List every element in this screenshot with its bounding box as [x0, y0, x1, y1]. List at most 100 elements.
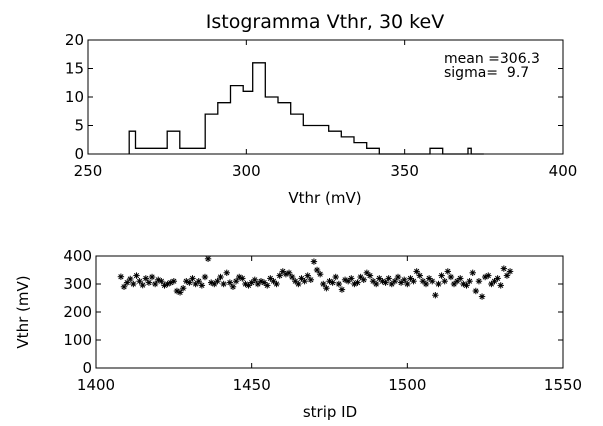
- scatter-point: [207, 279, 215, 286]
- scatter-point: [354, 279, 361, 286]
- scatter-point: [229, 283, 237, 290]
- scatter-y-tick-label: 0: [82, 359, 92, 377]
- scatter-point: [394, 273, 402, 281]
- scatter-point: [469, 269, 476, 276]
- scatter-point: [338, 286, 346, 293]
- scatter-point: [279, 268, 286, 275]
- scatter-point: [320, 280, 327, 288]
- scatter-point: [435, 280, 442, 288]
- scatter-point: [301, 278, 308, 285]
- scatter-point: [485, 272, 492, 279]
- scatter-point: [226, 279, 234, 286]
- scatter-point: [220, 280, 227, 288]
- scatter-y-tick-label: 300: [63, 275, 92, 293]
- scatter-point: [176, 289, 184, 296]
- scatter-point: [463, 282, 470, 289]
- scatter-point: [494, 275, 501, 282]
- scatter-point: [457, 275, 464, 282]
- histogram-sigma-annotation: sigma= 9.7: [444, 65, 529, 81]
- scatter-x-tick-label: 1400: [77, 376, 115, 394]
- histogram-x-tick-label: 250: [74, 162, 103, 180]
- scatter-point: [401, 276, 408, 283]
- scatter-point: [429, 278, 436, 285]
- scatter-point: [391, 278, 399, 285]
- scatter-point: [204, 255, 212, 262]
- scatter-point: [264, 282, 271, 289]
- scatter-point: [323, 285, 330, 292]
- scatter-point: [410, 278, 417, 285]
- scatter-point: [478, 293, 486, 300]
- scatter-point: [310, 258, 318, 265]
- scatter-plot-frame: [95, 255, 564, 369]
- scatter-point: [503, 272, 511, 279]
- scatter-series: [117, 255, 514, 300]
- scatter-point: [130, 280, 137, 288]
- histogram-x-axis-label: Vthr (mV): [288, 189, 361, 207]
- scatter-point: [313, 266, 321, 274]
- scatter-point: [316, 271, 324, 278]
- scatter-point: [117, 273, 125, 280]
- scatter-point: [151, 280, 159, 288]
- scatter-point: [329, 279, 336, 286]
- scatter-point: [472, 287, 480, 295]
- scatter-x-axis-label: strip ID: [303, 403, 357, 421]
- scatter-point: [366, 272, 374, 279]
- scatter-point: [285, 269, 293, 276]
- scatter-point: [232, 278, 240, 285]
- scatter-point: [251, 276, 258, 283]
- scatter-point: [145, 279, 153, 286]
- histogram-y-tick-label: 20: [65, 31, 84, 49]
- scatter-point: [288, 273, 296, 281]
- scatter-point: [447, 273, 455, 281]
- scatter-point: [273, 280, 280, 288]
- scatter-point: [223, 269, 230, 276]
- scatter-point: [186, 279, 193, 286]
- scatter-y-axis-label: Vthr (mV): [14, 275, 32, 348]
- scatter-y-tick-label: 400: [63, 247, 92, 265]
- scatter-point: [304, 272, 311, 279]
- scatter-point: [385, 275, 392, 282]
- scatter-point: [127, 275, 134, 283]
- scatter-x-tick-label: 1550: [544, 376, 582, 394]
- scatter-point: [214, 278, 221, 285]
- scatter-point: [500, 265, 508, 272]
- scatter-x-tick-label: 1500: [388, 376, 426, 394]
- scatter-point: [441, 278, 448, 285]
- scatter-point: [217, 273, 224, 281]
- scatter-point: [413, 268, 420, 275]
- scatter-point: [425, 275, 433, 282]
- histogram-x-tick-label: 300: [232, 162, 261, 180]
- scatter-point: [295, 280, 302, 288]
- scatter-point: [239, 275, 246, 282]
- scatter-point: [475, 278, 483, 285]
- scatter-point: [357, 273, 364, 281]
- scatter-point: [198, 282, 206, 289]
- scatter-point: [497, 282, 504, 289]
- scatter-x-ticks: 1400 1450 1500 1550: [77, 256, 582, 394]
- scatter-point: [404, 280, 411, 288]
- scatter-point: [307, 276, 315, 283]
- scatter-point: [432, 292, 439, 299]
- scatter-point: [444, 268, 452, 275]
- histogram-y-tick-label: 0: [74, 145, 84, 163]
- scatter-point: [438, 272, 445, 279]
- scatter-y-tick-label: 100: [63, 331, 92, 349]
- scatter-y-tick-label: 200: [63, 303, 92, 321]
- scatter-point: [139, 281, 146, 289]
- scatter-point: [360, 276, 367, 283]
- scatter-point: [332, 273, 339, 281]
- scatter-point: [148, 273, 156, 281]
- scatter-point: [422, 280, 430, 288]
- scatter-point: [466, 278, 473, 285]
- scatter-point: [276, 272, 283, 279]
- scatter-point: [120, 283, 128, 290]
- scatter-point: [373, 280, 380, 288]
- histogram-series: [128, 62, 484, 155]
- scatter-point: [363, 269, 371, 276]
- scatter-y-ticks: 0 100 200 300 400: [63, 247, 563, 377]
- histogram-x-tick-label: 350: [390, 162, 419, 180]
- histogram-y-tick-label: 10: [65, 88, 84, 106]
- scatter-point: [170, 278, 178, 285]
- scatter-point: [506, 268, 514, 275]
